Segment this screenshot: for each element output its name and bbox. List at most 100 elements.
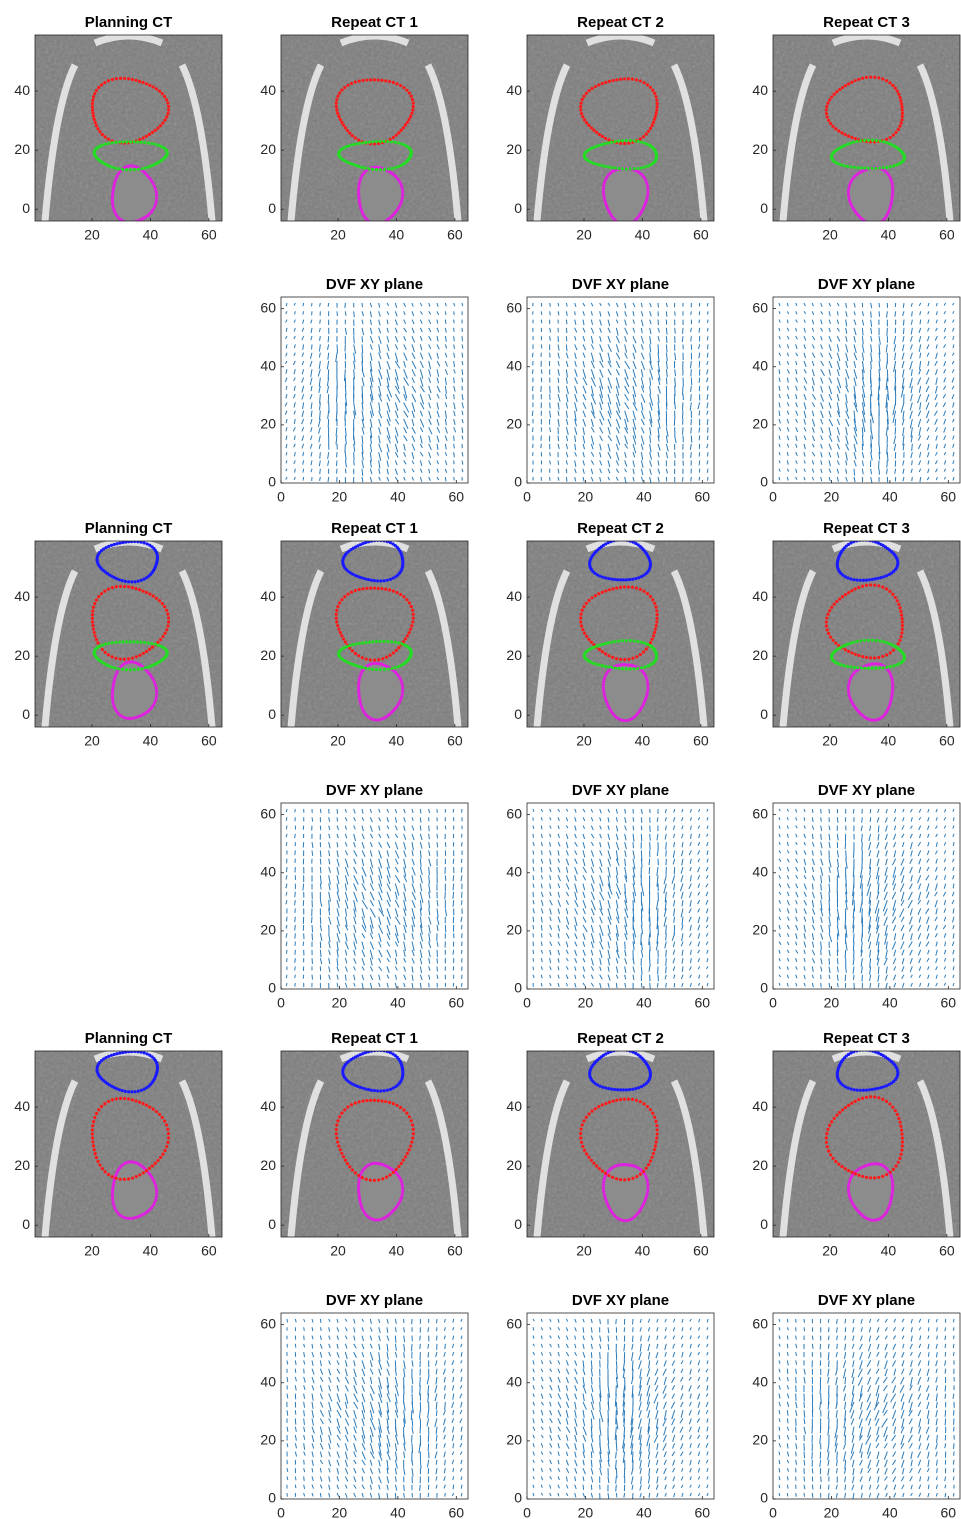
vector [429, 320, 431, 324]
panel-title: DVF XY plane [818, 276, 915, 293]
y-tick-label: 0 [514, 474, 522, 490]
vector [311, 419, 312, 424]
vector [787, 353, 788, 357]
vector [616, 444, 618, 450]
vector [641, 353, 644, 360]
vector [600, 411, 604, 421]
vector [812, 311, 813, 315]
vector [412, 378, 414, 383]
contour-dot [608, 80, 611, 83]
contour-dot [581, 609, 584, 612]
vector [665, 834, 666, 840]
contour-dot [364, 167, 367, 170]
x-tick-label: 60 [695, 995, 711, 1011]
vector [319, 460, 320, 466]
contour-dot [897, 603, 900, 606]
vector [295, 983, 296, 987]
contour-dot [92, 1144, 95, 1147]
contour-dot [346, 84, 349, 87]
contour-dot [131, 656, 134, 659]
contour-dot [621, 667, 624, 670]
contour-dot [655, 152, 658, 155]
vector [550, 859, 551, 865]
contour-dot [601, 664, 604, 667]
contour-dot [888, 81, 891, 84]
vector [286, 817, 287, 820]
vector [650, 826, 651, 832]
vector [437, 303, 438, 307]
contour-dot [388, 588, 391, 591]
vector [310, 394, 312, 399]
vector [320, 850, 321, 857]
contour-dot [390, 640, 393, 643]
vector [566, 859, 568, 865]
vector [698, 867, 700, 872]
vector [902, 983, 904, 988]
vector [437, 942, 438, 947]
vector [903, 411, 904, 420]
contour-dot [654, 115, 657, 118]
contour-dot [401, 196, 404, 199]
contour-dot [147, 641, 150, 644]
vector [821, 958, 822, 964]
contour-dot [384, 588, 387, 591]
contour-dot [603, 695, 606, 698]
contour-dot [121, 579, 124, 582]
vector [294, 336, 295, 339]
contour-dot [111, 1201, 114, 1204]
vector [910, 842, 912, 849]
vector [395, 469, 397, 475]
vector [796, 908, 797, 913]
vector [395, 320, 397, 326]
vector [437, 908, 438, 917]
vector [861, 958, 862, 967]
x-tick-label: 40 [389, 227, 405, 243]
vector [575, 933, 577, 939]
y-tick-label: 20 [260, 141, 276, 157]
contour-dot [132, 640, 135, 643]
vector [319, 353, 320, 358]
contour-dot [891, 681, 894, 684]
vector [550, 867, 552, 872]
contour-dot [856, 640, 859, 643]
vector [804, 369, 806, 373]
vector [854, 460, 856, 466]
contour-dot [412, 105, 415, 108]
x-tick-label: 0 [277, 489, 285, 505]
vector [533, 826, 534, 829]
y-tick-label: 60 [506, 299, 522, 315]
vector [412, 884, 415, 893]
vector [354, 950, 356, 956]
contour-dot [111, 641, 114, 644]
contour-dot [875, 639, 878, 642]
contour-dot [870, 667, 873, 670]
contour-dot [161, 121, 164, 124]
contour-dot [154, 683, 157, 686]
vector [650, 809, 651, 813]
vector [362, 966, 364, 970]
vector [294, 328, 295, 332]
vector [541, 369, 542, 374]
vector [395, 859, 398, 865]
vector [666, 436, 667, 443]
contour-dot [631, 78, 634, 81]
vector [812, 975, 813, 979]
contour-dot [841, 595, 844, 598]
vector [821, 942, 822, 950]
vector [666, 378, 667, 385]
vector [911, 983, 912, 987]
vector [812, 394, 815, 399]
vector [329, 950, 331, 955]
vector [533, 975, 534, 978]
vector [658, 394, 659, 403]
vector [319, 402, 320, 410]
vector [608, 850, 611, 859]
contour-dot [114, 167, 117, 170]
vector [558, 353, 559, 359]
contour-dot [882, 166, 885, 169]
vector [633, 353, 635, 359]
vector [354, 867, 357, 874]
vector [379, 402, 380, 411]
vector [944, 452, 945, 455]
vector [558, 460, 559, 464]
